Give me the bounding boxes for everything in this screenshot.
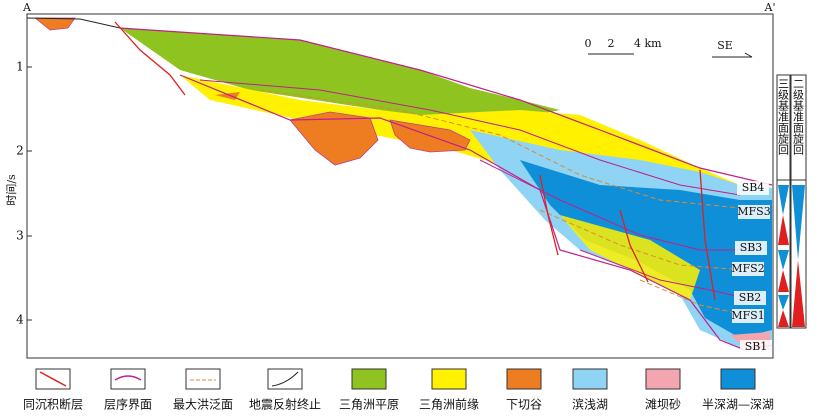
legend-swatch <box>267 368 303 390</box>
arrow <box>744 52 753 58</box>
flooding-surface <box>539 209 746 271</box>
legend-swatch <box>645 368 681 390</box>
legend-symbol <box>39 371 67 387</box>
sequence-boundary <box>179 74 773 351</box>
surface-label: SB1 <box>745 340 768 353</box>
scale-label: 2 <box>608 37 615 50</box>
surface <box>119 27 773 186</box>
delta-plain <box>120 28 560 128</box>
direction: SE <box>717 39 733 52</box>
legend-label: 半深湖—深湖 <box>702 397 774 412</box>
legend-swatch <box>431 368 467 390</box>
legend-label: 同沉积断层 <box>23 397 83 412</box>
legend-swatch <box>110 368 146 390</box>
fault <box>699 169 716 301</box>
y-tick-label: 4 <box>16 313 24 327</box>
surface-label: MFS3 <box>737 205 770 218</box>
sequence-boundary <box>579 249 746 299</box>
legend-swatch <box>185 368 221 390</box>
cycles <box>778 185 805 327</box>
scale-label: 4 km <box>634 37 662 50</box>
legend-symbol <box>114 375 142 381</box>
surface-label: SB3 <box>740 241 763 254</box>
legend-label: 滨浅湖 <box>572 397 608 412</box>
fault <box>539 174 559 256</box>
column-title: 三级基准面旋回 <box>777 78 790 155</box>
y-tick-label: 1 <box>16 60 24 74</box>
label-bg <box>740 340 772 354</box>
column-title: 二级基准面旋回 <box>792 78 805 155</box>
incised-valley <box>289 111 379 166</box>
incised-valley <box>34 17 76 31</box>
label-bg <box>735 241 767 255</box>
legend-label: 地震反射终止 <box>249 397 321 412</box>
legend-label: 层序界面 <box>104 397 152 412</box>
legend-symbol <box>271 371 299 387</box>
column <box>790 74 807 329</box>
legend-swatch <box>720 368 756 390</box>
legend-label: 滩坝砂 <box>645 398 681 412</box>
scale-label: 0 <box>585 37 592 50</box>
label-bg <box>734 291 766 305</box>
legend-swatch <box>572 368 608 390</box>
surface-label: MFS1 <box>731 309 764 322</box>
flooding-surface <box>639 279 746 316</box>
label-bg <box>732 262 764 276</box>
surface-label: MFS2 <box>731 262 764 275</box>
frame <box>26 13 774 359</box>
surface-label: SB4 <box>742 181 765 194</box>
legend-swatch <box>351 368 387 390</box>
section <box>26 17 773 351</box>
legend-label: 最大洪泛面 <box>173 398 233 412</box>
section-end: A' <box>764 1 776 14</box>
y-tick-label: 3 <box>16 229 24 243</box>
fault <box>619 209 649 283</box>
surface <box>26 17 121 29</box>
label-bg <box>737 181 769 195</box>
label-bg <box>738 205 770 219</box>
sequence-boundary <box>479 159 745 251</box>
legend-swatch <box>506 368 542 390</box>
sequence-boundary <box>199 79 741 196</box>
legend-label: 三角洲平原 <box>339 398 399 412</box>
incised-valley <box>215 92 240 100</box>
y-tick-label: 2 <box>16 144 24 158</box>
section-start: A <box>22 1 32 14</box>
column <box>776 74 791 329</box>
fault <box>114 21 186 96</box>
surface-label: SB2 <box>739 291 762 304</box>
legend-label: 三角洲前缘 <box>419 397 479 412</box>
flooding-surface <box>259 89 741 209</box>
legend-label: 下切谷 <box>506 398 542 412</box>
label-bg <box>732 309 764 323</box>
axis-label: 时间/s <box>5 174 18 206</box>
delta-front <box>560 215 700 300</box>
